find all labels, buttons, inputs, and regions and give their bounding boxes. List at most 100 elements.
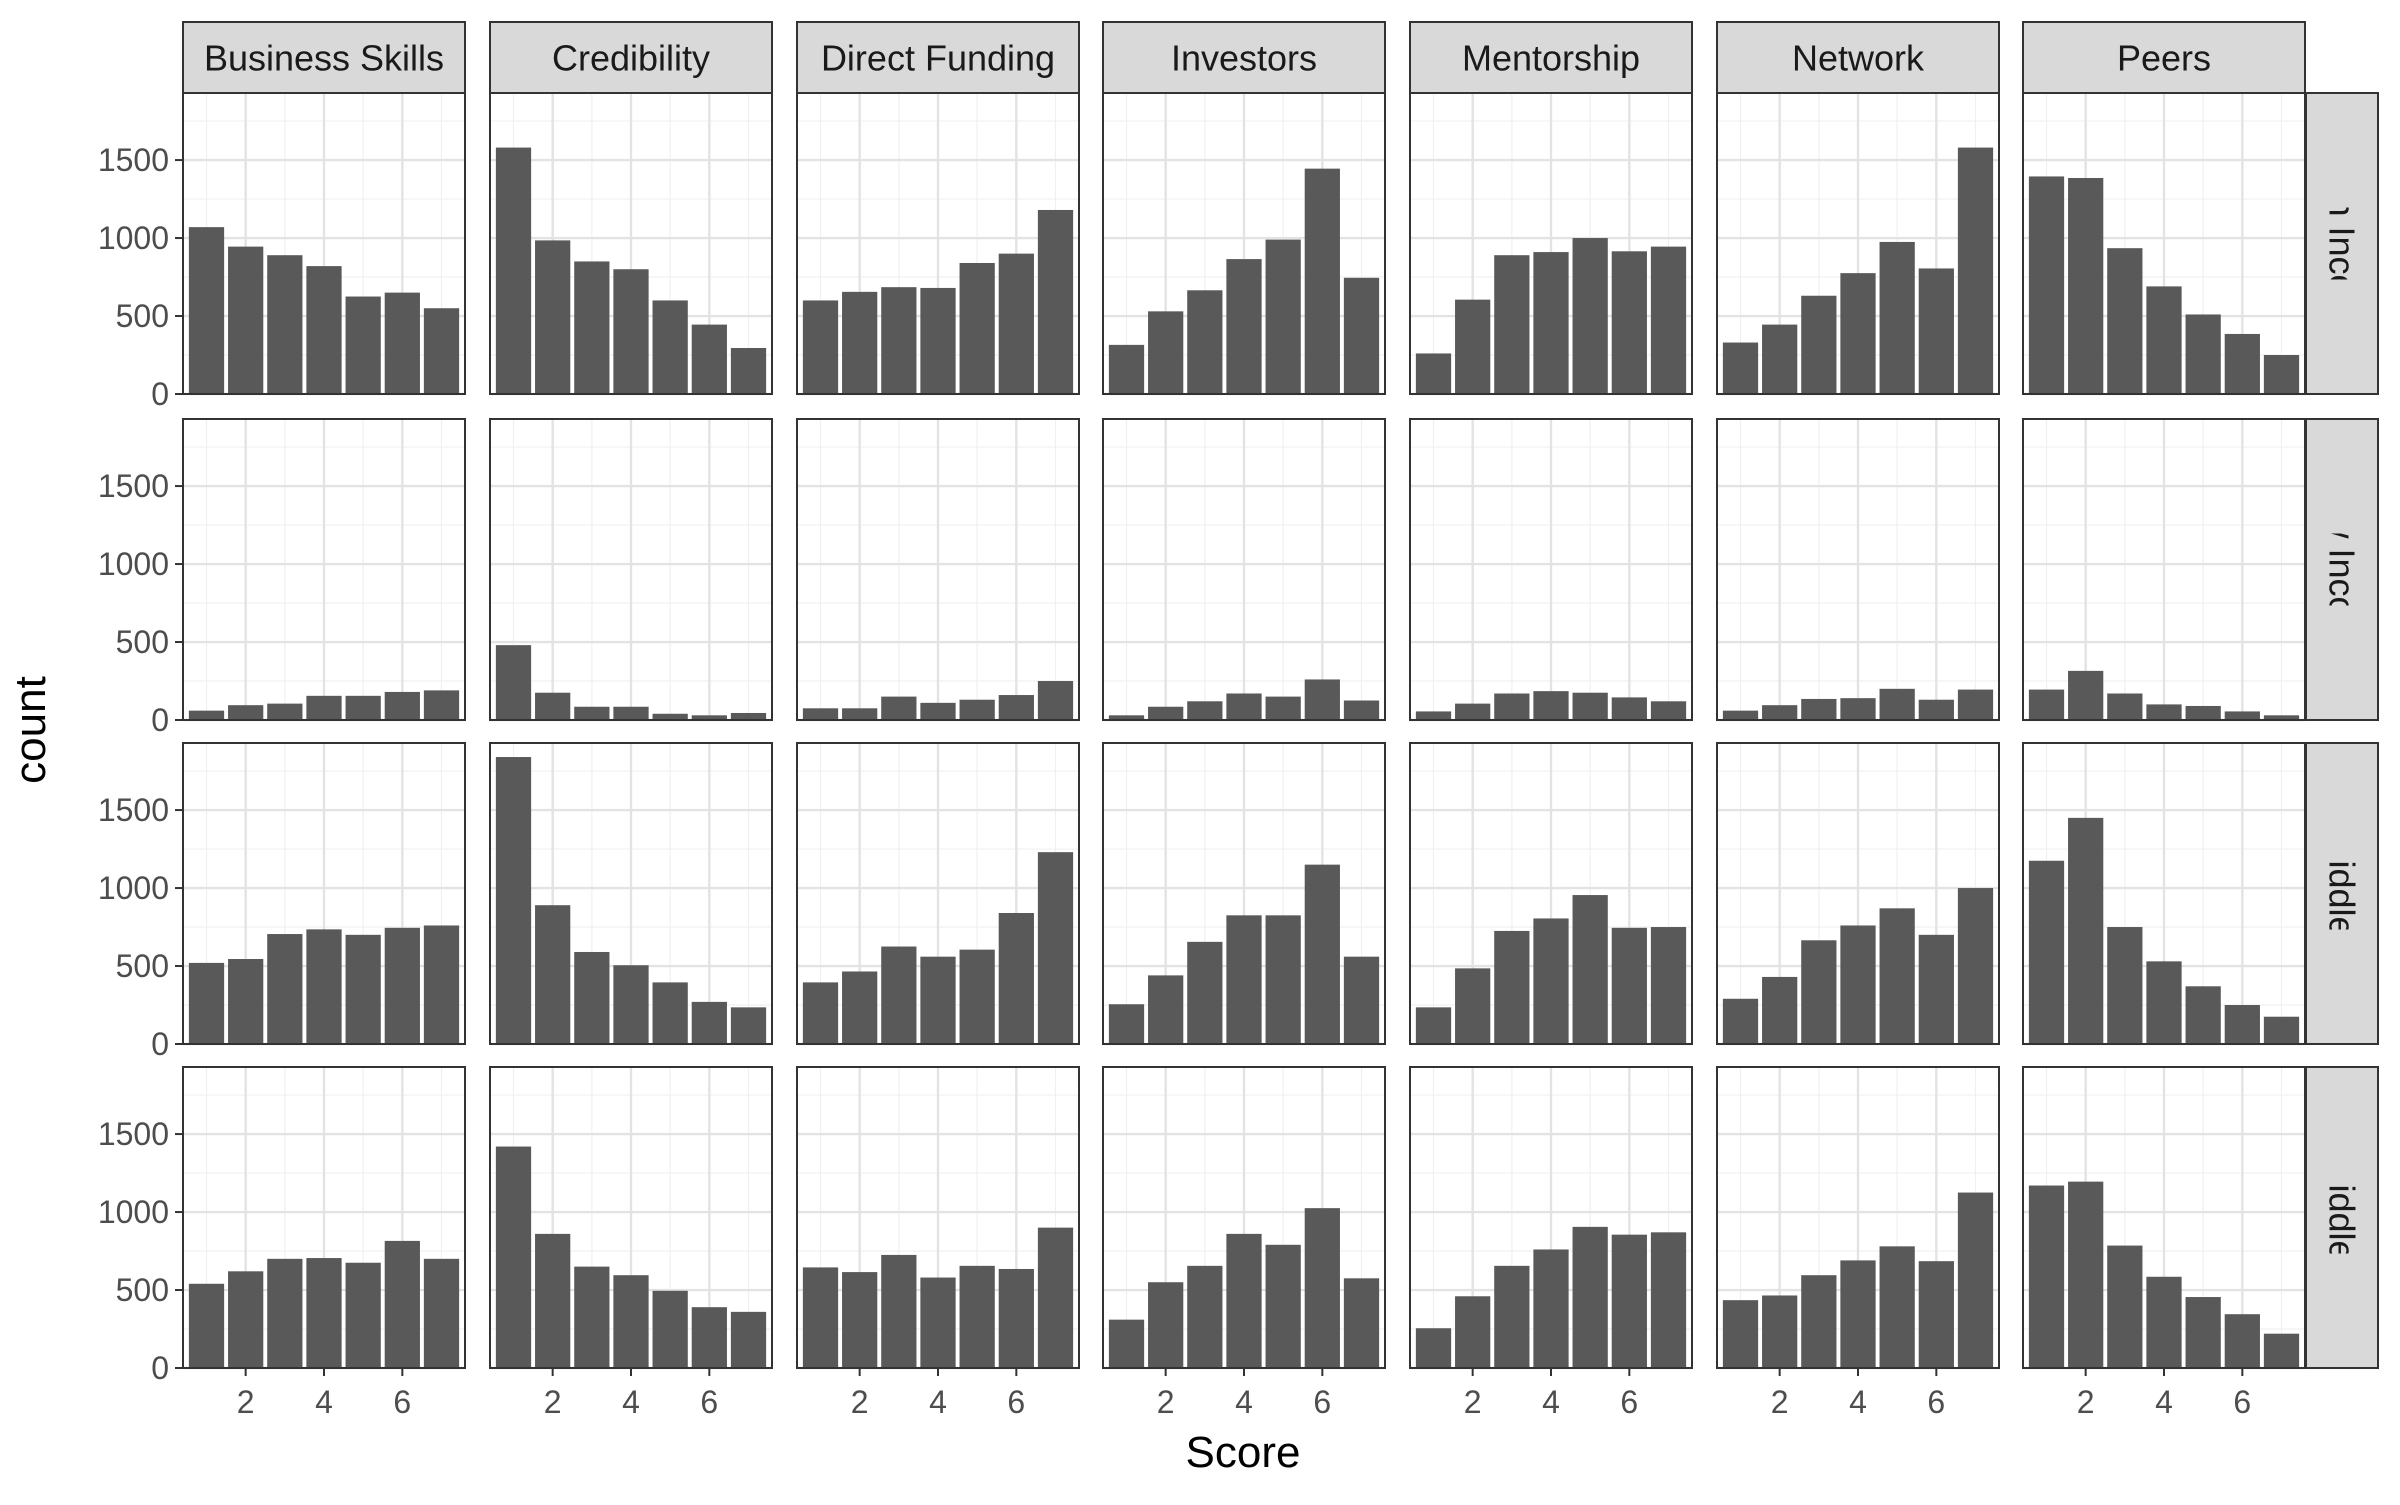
strip-network [1716,21,2000,94]
bar-low-income-credibility-score-2 [535,692,571,720]
bar-high-income-peers-score-4 [2146,286,2182,394]
bar-high-income-business-skills-score-4 [306,266,342,394]
bar-low-income-peers-score-1 [2028,689,2065,720]
bar-high-income-mentorship-score-2 [1455,299,1491,394]
bar-low-income-business-skills-score-2 [228,705,264,720]
panel-border-low-income-peers [2022,418,2306,721]
panel-border-low-income-investors [1102,418,1386,721]
bar-low-income-network-score-3 [1801,698,1837,720]
bar-high-income-investors-score-7 [1343,277,1380,394]
bar-low-income-peers-score-5 [2185,705,2221,720]
x-tick-label: 4 [622,1384,640,1420]
panel-border-low-income-direct-funding [796,418,1080,721]
x-tick-label: 6 [1620,1384,1638,1420]
bar-low-income-network-score-7 [1957,689,1994,720]
bar-lower-middle-income-mentorship-score-6 [1611,927,1647,1044]
bar-lower-middle-income-mentorship-score-4 [1533,918,1569,1044]
y-tick-label: 0 [151,1026,169,1062]
bar-high-income-direct-funding-score-1 [802,300,839,394]
bar-high-income-investors-score-5 [1265,239,1301,394]
bar-lower-middle-income-business-skills-score-6 [384,927,420,1044]
bar-lower-middle-income-network-score-1 [1722,998,1759,1044]
bar-high-income-network-score-5 [1879,241,1915,394]
bar-lower-middle-income-credibility-score-5 [652,982,688,1044]
bar-upper-middle-income-direct-funding-score-2 [842,1272,878,1368]
y-tick-label: 500 [116,948,169,984]
x-tick-label: 6 [1313,1384,1331,1420]
bar-high-income-credibility-score-6 [691,324,727,394]
y-tick-label: 0 [151,376,169,412]
x-tick-label: 2 [2077,1384,2095,1420]
bar-lower-middle-income-credibility-score-6 [691,1001,727,1044]
strip-label-peers: Peers [2117,38,2211,79]
bar-upper-middle-income-network-score-2 [1762,1295,1798,1368]
bar-upper-middle-income-business-skills-score-6 [384,1240,420,1368]
panel-border-high-income-network [1716,92,2000,395]
bar-low-income-business-skills-score-3 [267,703,303,720]
x-tick-label: 4 [1542,1384,1560,1420]
bar-upper-middle-income-network-score-1 [1722,1300,1759,1368]
y-tick-label: 1500 [98,468,169,504]
strip-label-direct-funding: Direct Funding [821,38,1055,79]
bar-upper-middle-income-credibility-score-5 [652,1290,688,1368]
bar-low-income-mentorship-score-6 [1611,697,1647,720]
bar-high-income-business-skills-score-7 [423,308,460,394]
bar-upper-middle-income-credibility-score-7 [730,1311,767,1368]
bar-upper-middle-income-mentorship-score-3 [1494,1265,1530,1368]
bar-upper-middle-income-peers-score-6 [2224,1314,2260,1368]
bar-upper-middle-income-peers-score-2 [2068,1181,2104,1368]
strip-investors [1102,21,1386,94]
bar-upper-middle-income-mentorship-score-1 [1415,1328,1452,1368]
bar-upper-middle-income-credibility-score-6 [691,1307,727,1368]
bar-low-income-direct-funding-score-4 [920,702,956,720]
bar-upper-middle-income-direct-funding-score-7 [1037,1227,1074,1368]
bar-upper-middle-income-business-skills-score-7 [423,1258,460,1368]
panel-border-low-income-credibility [489,418,773,721]
bar-high-income-investors-score-4 [1226,259,1262,394]
y-tick-label: 500 [116,298,169,334]
x-tick-label: 2 [1464,1384,1482,1420]
panel-border-lower-middle-income-mentorship [1409,742,1693,1045]
strip-direct-funding [796,21,1080,94]
bar-upper-middle-income-direct-funding-score-5 [959,1265,995,1368]
bar-low-income-peers-score-4 [2146,704,2182,720]
bar-low-income-peers-score-6 [2224,711,2260,720]
panel-border-high-income-investors [1102,92,1386,395]
bar-lower-middle-income-peers-score-4 [2146,961,2182,1044]
bar-high-income-network-score-2 [1762,324,1798,394]
bar-low-income-business-skills-score-7 [423,690,460,720]
bar-low-income-direct-funding-score-3 [881,696,917,720]
y-tick-label: 1500 [98,1116,169,1152]
bar-high-income-peers-score-7 [2263,355,2300,394]
bar-high-income-mentorship-score-5 [1572,238,1608,394]
bar-lower-middle-income-network-score-5 [1879,908,1915,1044]
bar-lower-middle-income-business-skills-score-5 [345,934,381,1044]
x-tick-label: 4 [929,1384,947,1420]
bar-upper-middle-income-mentorship-score-5 [1572,1226,1608,1368]
panel-border-lower-middle-income-investors [1102,742,1386,1045]
strip-label-investors: Investors [1171,38,1317,79]
bar-upper-middle-income-direct-funding-score-3 [881,1254,917,1368]
bar-high-income-network-score-3 [1801,295,1837,394]
x-tick-label: 6 [393,1384,411,1420]
panel-border-lower-middle-income-credibility [489,742,773,1045]
bar-low-income-investors-score-6 [1304,679,1340,720]
bar-low-income-network-score-5 [1879,688,1915,720]
strip-business-skills [182,21,466,94]
bar-lower-middle-income-business-skills-score-2 [228,959,264,1044]
bar-high-income-business-skills-score-2 [228,246,264,394]
bar-lower-middle-income-mentorship-score-7 [1650,927,1687,1044]
bar-upper-middle-income-business-skills-score-3 [267,1258,303,1368]
bar-high-income-network-score-6 [1918,268,1954,394]
bar-upper-middle-income-business-skills-score-5 [345,1262,381,1368]
bar-low-income-investors-score-5 [1265,696,1301,720]
bar-high-income-credibility-score-3 [574,261,610,394]
bar-high-income-direct-funding-score-2 [842,291,878,394]
bar-low-income-mentorship-score-4 [1533,691,1569,720]
x-tick-label: 2 [237,1384,255,1420]
bar-lower-middle-income-credibility-score-4 [613,965,649,1044]
bar-lower-middle-income-credibility-score-3 [574,951,610,1044]
bar-low-income-network-score-4 [1840,698,1876,720]
bar-low-income-investors-score-7 [1343,700,1380,720]
panel-border-low-income-business-skills [182,418,466,721]
